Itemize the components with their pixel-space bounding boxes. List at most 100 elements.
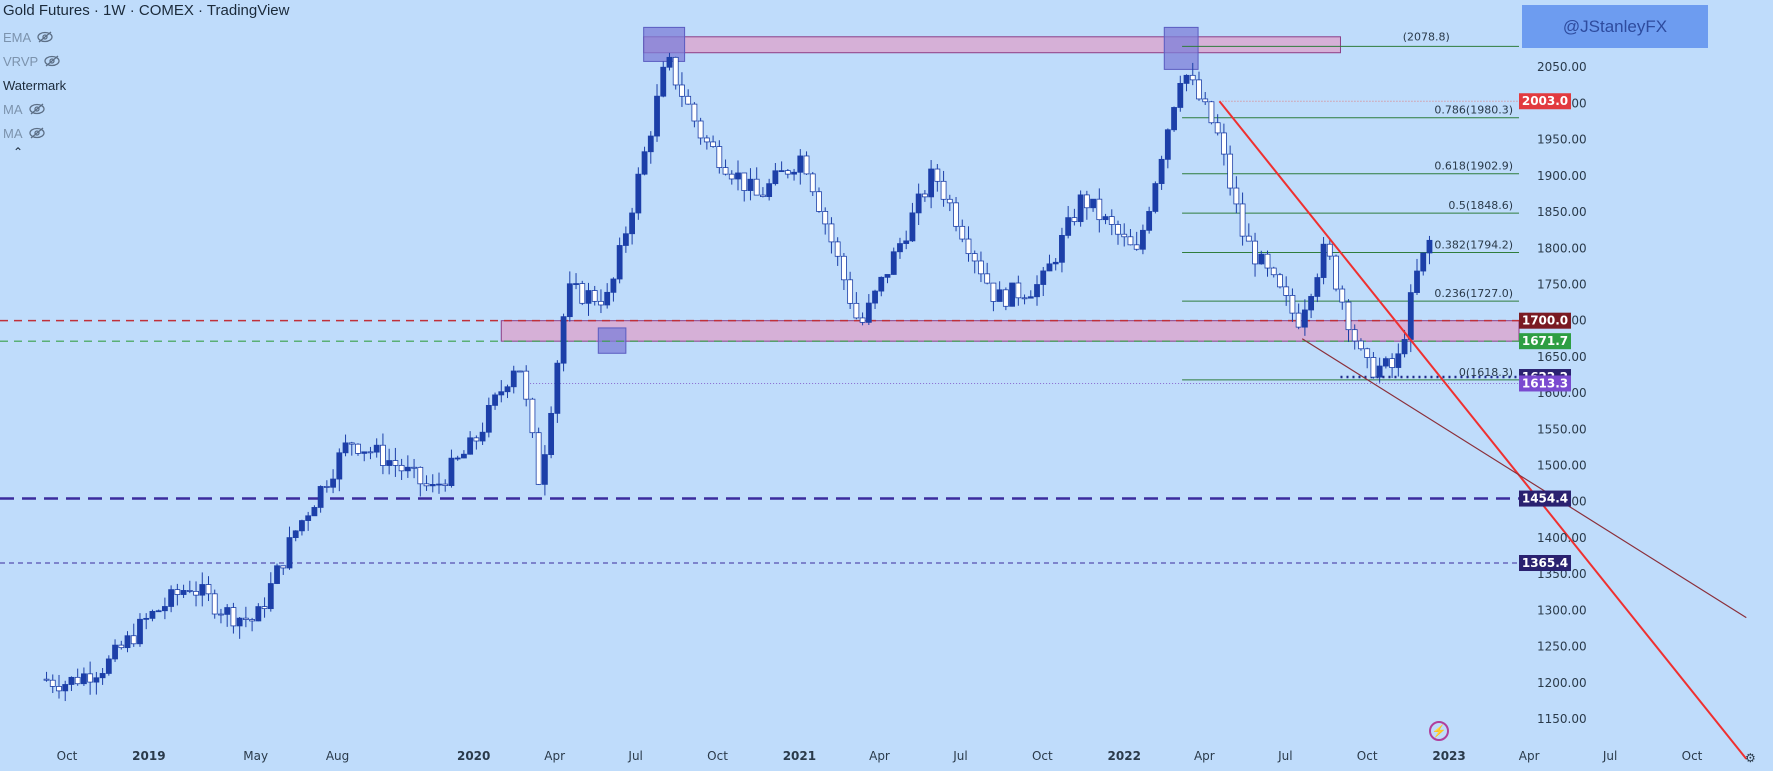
indicator-ema[interactable]: EMA: [3, 25, 289, 49]
candle-body: [174, 589, 181, 595]
candle-body: [1339, 288, 1346, 303]
candle-body: [647, 135, 654, 153]
candle-body: [1395, 353, 1402, 368]
candle-body: [1108, 216, 1115, 225]
price-tag-bg: [1519, 333, 1571, 350]
candle-body: [548, 412, 555, 455]
x-tick-label: Jul: [952, 749, 967, 763]
price-tag-label: 1454.4: [1522, 492, 1568, 506]
candle-body: [429, 484, 436, 487]
candle-body: [1364, 348, 1371, 358]
highlight-box-0: [643, 26, 686, 62]
fib-label: 0(1618.3): [1459, 366, 1513, 379]
candle-body: [1407, 292, 1414, 340]
indicator-ma[interactable]: MA: [3, 121, 289, 145]
candle-body: [130, 635, 137, 645]
x-tick-label: Apr: [1519, 749, 1540, 763]
y-tick-label: 2050.00: [1537, 60, 1587, 74]
candle-body: [93, 677, 100, 683]
price-tag-label: 1700.0: [1522, 314, 1568, 328]
candle-body: [1015, 282, 1022, 299]
candle-body: [1233, 187, 1240, 205]
indicator-ma[interactable]: MA: [3, 97, 289, 121]
candle-body: [529, 398, 536, 434]
candle-body: [1196, 79, 1202, 100]
candle-body: [890, 251, 897, 275]
candle-body: [1152, 183, 1159, 212]
candle-body: [230, 607, 237, 627]
price-tag-2003.0: 2003.0: [1519, 93, 1571, 110]
candle-body: [448, 457, 455, 486]
candle-body: [722, 167, 729, 175]
candle-body: [1320, 243, 1327, 278]
candle-body: [1052, 261, 1059, 265]
candle-body: [49, 679, 56, 687]
candle-body: [523, 370, 530, 400]
candle-body: [1420, 252, 1427, 272]
y-tick-label: 1200.00: [1537, 676, 1587, 690]
candle-body: [703, 137, 710, 143]
eye-hidden-icon[interactable]: [28, 127, 45, 139]
price-tag-bg: [1519, 555, 1571, 572]
candle-body: [797, 155, 804, 173]
candle-body: [616, 245, 623, 280]
gear-icon[interactable]: ⚙: [1745, 751, 1756, 765]
indicator-vrvp[interactable]: VRVP: [3, 49, 289, 73]
candle-body: [579, 283, 586, 304]
candle-body: [211, 593, 218, 615]
candle-body: [1121, 233, 1128, 238]
candle-body: [990, 282, 997, 302]
candle-body: [261, 606, 268, 610]
x-tick-label: Oct: [707, 749, 728, 763]
candle-body: [685, 95, 692, 105]
watermark-label: @JStanleyFX: [1522, 5, 1708, 48]
x-tick-label: Jul: [1277, 749, 1292, 763]
candle-body: [342, 442, 349, 454]
candle-body: [610, 278, 617, 293]
eye-hidden-icon[interactable]: [44, 55, 60, 67]
candle-body: [205, 584, 212, 595]
candle-body: [1295, 312, 1302, 328]
candle-body: [554, 362, 561, 414]
x-tick-label: 2023: [1432, 749, 1465, 763]
candle-body: [1333, 255, 1339, 290]
candle-body: [1183, 74, 1190, 84]
eye-hidden-icon[interactable]: [37, 31, 53, 43]
candle-body: [68, 676, 75, 685]
candle-body: [1258, 253, 1265, 265]
candle-body: [199, 584, 206, 596]
y-tick-label: 1500.00: [1537, 459, 1587, 473]
candle-body: [56, 686, 62, 692]
candle-body: [1401, 339, 1408, 355]
candle-body: [622, 233, 629, 246]
candle-body: [1164, 129, 1171, 160]
candle-body: [367, 451, 374, 454]
candle-body: [492, 394, 498, 406]
candle-body: [1040, 270, 1047, 285]
candle-body: [436, 483, 442, 486]
candle-body: [62, 684, 69, 692]
candle-body: [778, 170, 785, 173]
candle-body: [286, 537, 293, 569]
eye-hidden-icon[interactable]: [28, 103, 45, 115]
candle-body: [741, 172, 748, 191]
candle-body: [984, 273, 991, 284]
candle-body: [1389, 358, 1395, 368]
candle-body: [398, 464, 405, 472]
candle-body: [274, 565, 280, 584]
price-tag-label: 1671.7: [1522, 334, 1568, 348]
candle-body: [311, 507, 318, 517]
indicator-label: MA: [3, 101, 23, 117]
candle-body: [654, 95, 660, 137]
x-tick-label: Apr: [869, 749, 890, 763]
y-tick-label: 1750.00: [1537, 277, 1587, 291]
candle-body: [666, 56, 673, 68]
candle-body: [921, 193, 928, 198]
candle-body: [1351, 329, 1358, 342]
candle-body: [772, 170, 779, 185]
lightning-icon[interactable]: ⚡: [1429, 721, 1449, 741]
chevron-up-icon[interactable]: ⌃: [13, 145, 24, 159]
indicator-watermark[interactable]: Watermark: [3, 73, 289, 97]
fib-label: 0.382(1794.2): [1434, 238, 1513, 251]
